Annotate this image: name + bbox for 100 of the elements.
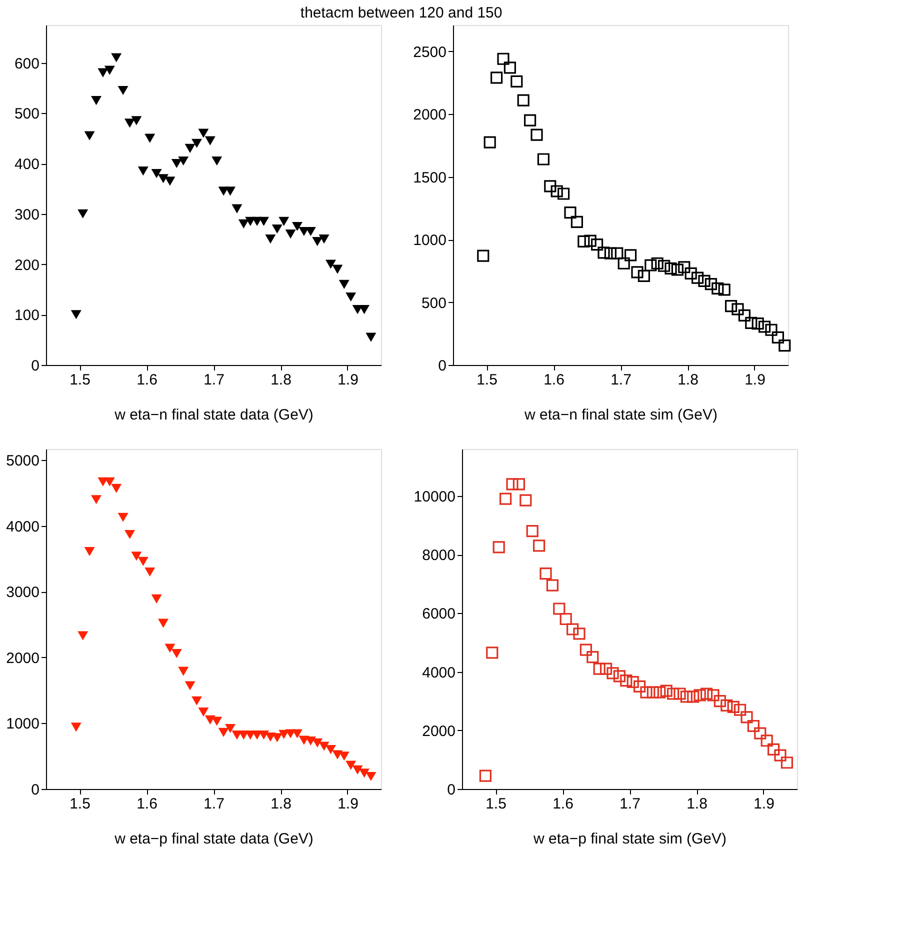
- point: [526, 525, 538, 538]
- y-tick-label: 1000: [6, 716, 40, 733]
- point: [178, 156, 189, 166]
- point: [484, 136, 496, 148]
- y-tick-label: 8000: [422, 547, 456, 564]
- point: [171, 158, 182, 168]
- point: [768, 743, 780, 756]
- point: [680, 690, 692, 703]
- point: [98, 68, 108, 78]
- y-tick-label: 6000: [422, 606, 456, 623]
- point: [312, 738, 323, 748]
- y-tick-label: 4000: [6, 518, 40, 536]
- point: [212, 156, 222, 166]
- x-axis-title: w eta−n final state data (GeV): [114, 406, 314, 424]
- x-tick-label: 1.9: [338, 796, 358, 812]
- y-tick-label: 2000: [413, 106, 446, 124]
- y-tick-label: 4000: [422, 664, 456, 682]
- point: [530, 128, 543, 141]
- y-tick-label: 400: [14, 156, 40, 174]
- point: [626, 676, 639, 688]
- chart-title: thetacm between 120 and 150: [300, 4, 502, 22]
- x-tick-label: 1.9: [744, 372, 766, 388]
- point: [760, 734, 773, 747]
- point: [560, 612, 572, 626]
- point: [586, 651, 599, 664]
- point: [564, 206, 576, 219]
- y-tick-label: 100: [14, 307, 40, 324]
- point: [338, 280, 350, 289]
- point: [644, 259, 657, 272]
- point: [131, 552, 142, 561]
- point: [500, 492, 512, 505]
- y-tick-label: 200: [14, 256, 40, 274]
- point: [272, 224, 282, 234]
- point: [520, 494, 532, 506]
- x-tick-label: 1.8: [270, 796, 292, 812]
- point: [265, 234, 276, 244]
- x-tick-label: 1.5: [70, 796, 90, 812]
- point: [318, 234, 330, 244]
- x-tick-label: 1.7: [610, 372, 632, 388]
- point: [84, 131, 95, 140]
- point: [258, 730, 269, 740]
- x-tick-label: 1.8: [678, 372, 698, 388]
- point: [292, 222, 302, 232]
- x-tick-label: 1.5: [476, 372, 498, 388]
- point: [598, 246, 610, 259]
- point: [546, 579, 558, 592]
- y-tick-label: 0: [31, 358, 40, 374]
- x-tick-label: 1.5: [70, 372, 90, 388]
- point: [550, 185, 563, 198]
- point: [772, 331, 784, 344]
- point: [624, 249, 637, 262]
- point: [613, 670, 626, 682]
- y-tick-label: 0: [438, 358, 446, 374]
- x-tick-label: 1.9: [754, 796, 774, 812]
- point: [111, 484, 122, 493]
- y-tick-label: 2000: [422, 722, 456, 740]
- point: [184, 144, 196, 153]
- point: [620, 674, 632, 687]
- point: [638, 270, 650, 282]
- point: [338, 752, 350, 761]
- y-tick-label: 1500: [413, 169, 446, 186]
- y-tick-label: 10000: [414, 488, 456, 506]
- point: [346, 760, 356, 770]
- point: [570, 216, 583, 228]
- point: [158, 618, 168, 628]
- point: [144, 134, 156, 143]
- point: [212, 716, 222, 726]
- point: [524, 114, 536, 126]
- point: [704, 278, 717, 290]
- x-tick-label: 1.6: [136, 372, 158, 388]
- point: [651, 257, 664, 270]
- point: [198, 128, 209, 138]
- point: [198, 708, 209, 717]
- point: [225, 724, 236, 734]
- point: [553, 602, 566, 615]
- point: [111, 53, 122, 62]
- y-tick-label: 1000: [413, 232, 446, 250]
- point: [738, 309, 750, 322]
- point: [104, 477, 115, 486]
- point: [593, 662, 606, 675]
- point: [778, 340, 791, 352]
- point: [192, 696, 202, 706]
- point: [765, 324, 778, 336]
- point: [606, 667, 619, 680]
- point: [158, 174, 168, 184]
- point: [359, 768, 370, 778]
- point: [580, 644, 592, 656]
- point: [78, 631, 88, 640]
- point: [225, 186, 236, 196]
- point: [192, 138, 202, 148]
- point: [118, 512, 128, 522]
- point: [151, 594, 162, 604]
- point: [164, 176, 176, 186]
- point: [84, 547, 95, 556]
- point: [533, 540, 546, 552]
- point: [232, 204, 242, 214]
- point: [238, 219, 249, 229]
- point: [78, 209, 88, 218]
- point: [540, 568, 552, 580]
- x-tick-label: 1.6: [136, 796, 158, 812]
